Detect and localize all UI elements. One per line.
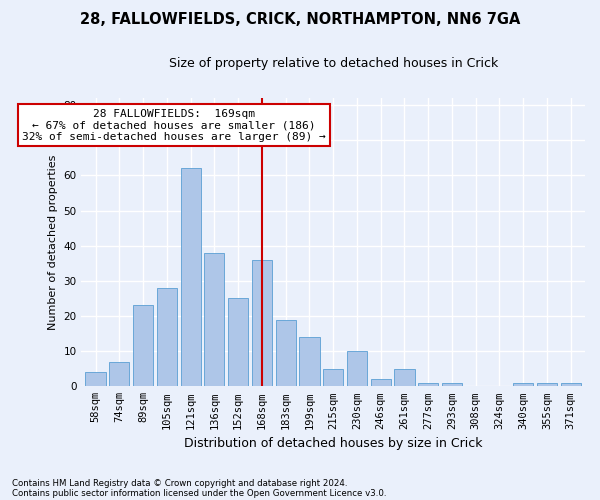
Y-axis label: Number of detached properties: Number of detached properties xyxy=(48,154,58,330)
Bar xyxy=(394,368,415,386)
X-axis label: Distribution of detached houses by size in Crick: Distribution of detached houses by size … xyxy=(184,437,482,450)
Bar xyxy=(109,362,130,386)
Bar xyxy=(560,383,581,386)
Title: Size of property relative to detached houses in Crick: Size of property relative to detached ho… xyxy=(169,58,498,70)
Bar xyxy=(513,383,533,386)
Bar xyxy=(275,320,296,386)
Bar xyxy=(323,368,343,386)
Bar xyxy=(442,383,462,386)
Bar xyxy=(181,168,201,386)
Bar xyxy=(228,298,248,386)
Text: 28, FALLOWFIELDS, CRICK, NORTHAMPTON, NN6 7GA: 28, FALLOWFIELDS, CRICK, NORTHAMPTON, NN… xyxy=(80,12,520,28)
Bar xyxy=(85,372,106,386)
Bar xyxy=(347,351,367,386)
Bar xyxy=(418,383,438,386)
Bar xyxy=(133,306,153,386)
Bar xyxy=(157,288,177,386)
Text: Contains public sector information licensed under the Open Government Licence v3: Contains public sector information licen… xyxy=(12,488,386,498)
Bar xyxy=(204,252,224,386)
Bar xyxy=(299,337,320,386)
Bar xyxy=(371,380,391,386)
Bar xyxy=(537,383,557,386)
Text: Contains HM Land Registry data © Crown copyright and database right 2024.: Contains HM Land Registry data © Crown c… xyxy=(12,478,347,488)
Bar xyxy=(252,260,272,386)
Text: 28 FALLOWFIELDS:  169sqm
← 67% of detached houses are smaller (186)
32% of semi-: 28 FALLOWFIELDS: 169sqm ← 67% of detache… xyxy=(22,108,326,142)
